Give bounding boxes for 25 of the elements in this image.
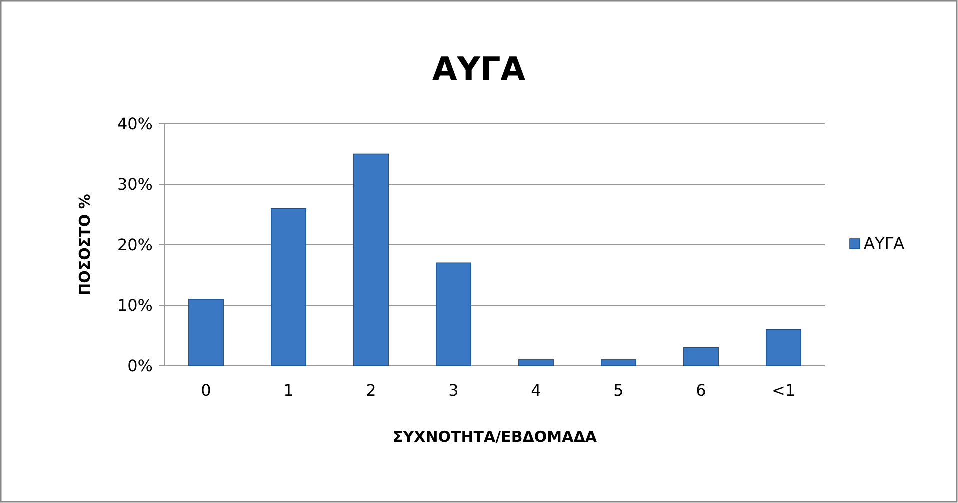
- y-tick-label: 0%: [128, 356, 153, 376]
- bar: [354, 154, 389, 366]
- bar: [518, 360, 554, 366]
- bar: [188, 299, 224, 366]
- x-tick-label: 4: [531, 381, 542, 400]
- bar: [436, 262, 472, 366]
- x-axis-title: ΣΥΧΝΟΤΗΤΑ/ΕΒΔΟΜΑΔΑ: [393, 428, 598, 446]
- x-tick-label: <1: [772, 381, 796, 400]
- bar: [601, 360, 636, 366]
- chart-title: ΑΥΓΑ: [432, 50, 526, 88]
- bar: [271, 208, 306, 366]
- x-tick-label: 2: [366, 381, 376, 400]
- y-tick-label: 30%: [117, 175, 153, 194]
- x-tick-label: 0: [201, 381, 212, 400]
- y-tick-label: 10%: [117, 296, 153, 316]
- y-axis-title: ΠΟΣΟΣΤΟ %: [76, 194, 94, 296]
- bar: [684, 347, 719, 366]
- bar: [766, 329, 802, 366]
- y-tick-label: 40%: [117, 114, 153, 134]
- y-tick-label: 20%: [117, 236, 153, 255]
- x-tick-label: 6: [696, 381, 706, 400]
- x-tick-label: 3: [448, 381, 459, 400]
- x-tick-label: 5: [614, 381, 624, 400]
- x-tick-label: 1: [284, 381, 294, 400]
- legend-label: ΑΥΓΑ: [864, 234, 905, 253]
